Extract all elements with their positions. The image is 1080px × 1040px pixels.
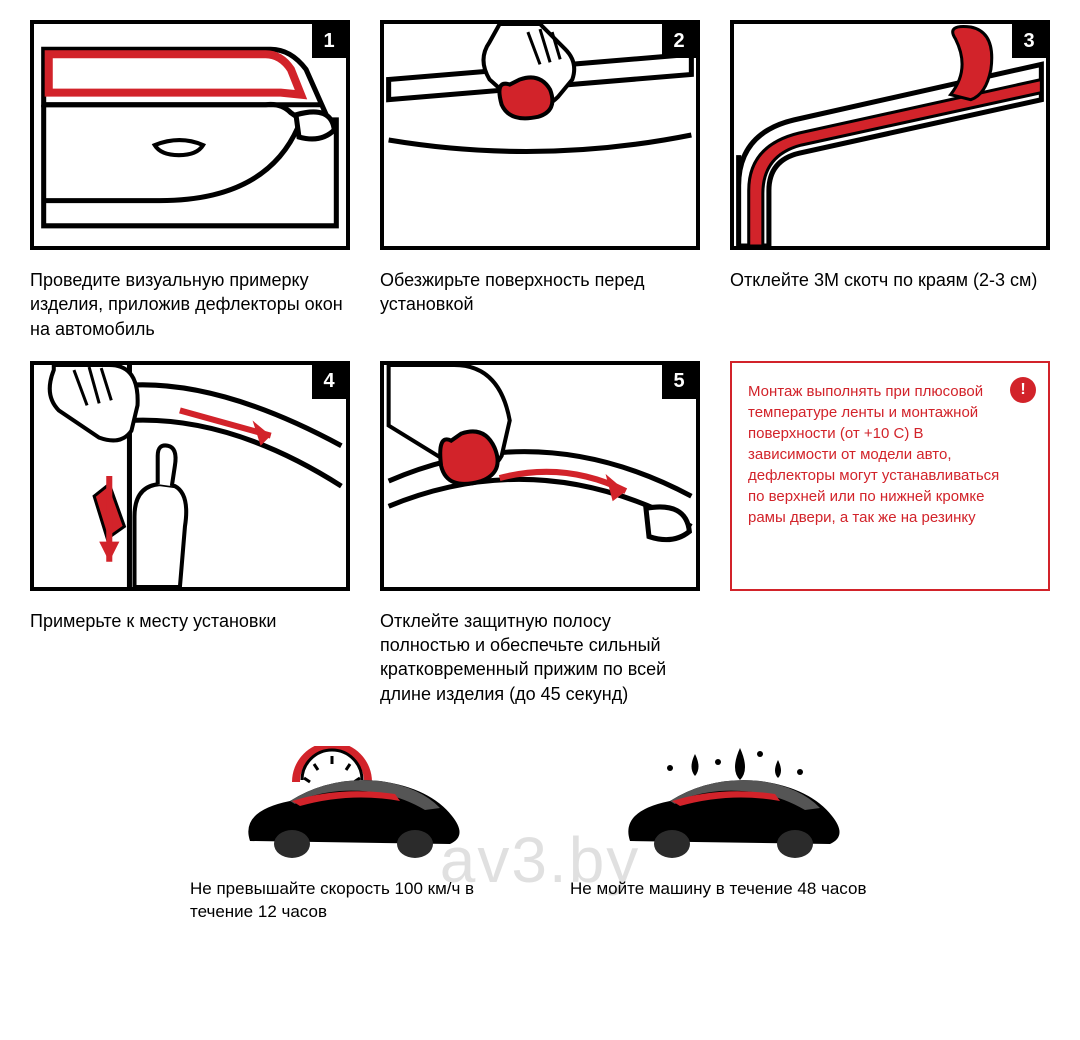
step-3: 3 Отклейте 3М скотч по краям (2-3 см) [730,20,1050,341]
step-5-illustration [384,365,696,587]
step-2-caption: Обезжирьте поверхность перед установкой [380,268,700,317]
warning: ! Монтаж выполнять при плюсовой температ… [730,361,1050,706]
step-number-badge: 1 [312,24,346,58]
tip-wash-graphic [570,736,890,866]
steps-grid: 1 Проведите визуальную примерку изделия,… [30,20,1050,706]
step-5: 5 Отклейте защитную полосу полностью и о… [380,361,700,706]
warning-box: ! Монтаж выполнять при плюсовой температ… [730,361,1050,591]
warning-icon: ! [1010,377,1036,403]
step-number-badge: 3 [1012,24,1046,58]
tip-wash-caption: Не мойте машину в течение 48 часов [570,878,890,901]
step-1: 1 Проведите визуальную примерку изделия,… [30,20,350,341]
water-car-icon [600,746,860,866]
step-4: 4 Примерьте к месту уста [30,361,350,706]
step-1-illustration [34,24,346,246]
warning-text: Монтаж выполнять при плюсовой температур… [748,381,1032,528]
tip-wash: Не мойте машину в течение 48 часов [570,736,890,924]
step-2-illustration [384,24,696,246]
step-3-illustration [734,24,1046,246]
speedometer-car-icon [220,746,480,866]
tip-speed-graphic [190,736,510,866]
step-number-badge: 5 [662,365,696,399]
step-4-illustration [34,365,346,587]
step-3-panel: 3 [730,20,1050,250]
step-3-caption: Отклейте 3М скотч по краям (2-3 см) [730,268,1050,292]
step-5-panel: 5 [380,361,700,591]
step-5-caption: Отклейте защитную полосу полностью и обе… [380,609,700,706]
step-1-caption: Проведите визуальную примерку изделия, п… [30,268,350,341]
tip-speed: Не превышайте скорость 100 км/ч в течени… [190,736,510,924]
step-2-panel: 2 [380,20,700,250]
step-number-badge: 4 [312,365,346,399]
step-2: 2 Обезжирьте поверхность перед установко… [380,20,700,341]
step-number-badge: 2 [662,24,696,58]
step-4-caption: Примерьте к месту установки [30,609,350,633]
tip-speed-caption: Не превышайте скорость 100 км/ч в течени… [190,878,510,924]
step-1-panel: 1 [30,20,350,250]
step-4-panel: 4 [30,361,350,591]
tips-row: Не превышайте скорость 100 км/ч в течени… [30,736,1050,924]
